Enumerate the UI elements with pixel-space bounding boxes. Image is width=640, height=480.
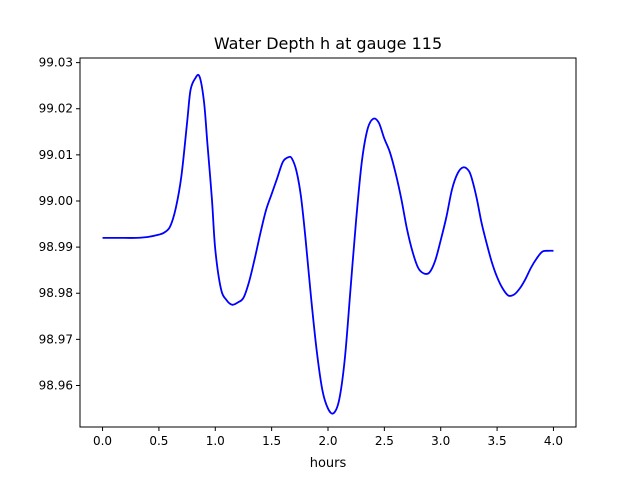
- x-tick-label: 0.5: [149, 434, 168, 448]
- y-tick-label: 98.97: [39, 332, 73, 346]
- x-tick-label: 0.0: [93, 434, 112, 448]
- x-tick-label: 3.5: [488, 434, 507, 448]
- x-tick-label: 1.5: [262, 434, 281, 448]
- series-layer: [102, 73, 554, 415]
- y-tick-label: 98.99: [39, 240, 73, 254]
- y-tick-label: 98.98: [39, 286, 73, 300]
- chart-title: Water Depth h at gauge 115: [214, 34, 442, 53]
- y-axis: 98.96 98.97 98.98 98.99 99.00 99.01 99.02 99.03: [39, 56, 80, 392]
- x-tick-label: 2.0: [318, 434, 337, 448]
- x-tick-label: 4.0: [544, 434, 563, 448]
- y-tick-label: 98.96: [39, 378, 73, 392]
- y-tick-label: 99.00: [39, 194, 73, 208]
- x-tick-label: 2.5: [375, 434, 394, 448]
- x-axis: 0.0 0.5 1.0 1.5 2.0 2.5 3.0 3.5 4.0: [93, 427, 563, 448]
- plot-area-frame: [79, 57, 577, 428]
- x-axis-label: hours: [310, 456, 347, 471]
- y-tick-label: 99.02: [39, 102, 73, 116]
- x-tick-label: 1.0: [206, 434, 225, 448]
- series-line: [102, 73, 554, 415]
- y-tick-label: 99.01: [39, 148, 73, 162]
- y-tick-label: 99.03: [39, 56, 73, 70]
- x-tick-label: 3.0: [431, 434, 450, 448]
